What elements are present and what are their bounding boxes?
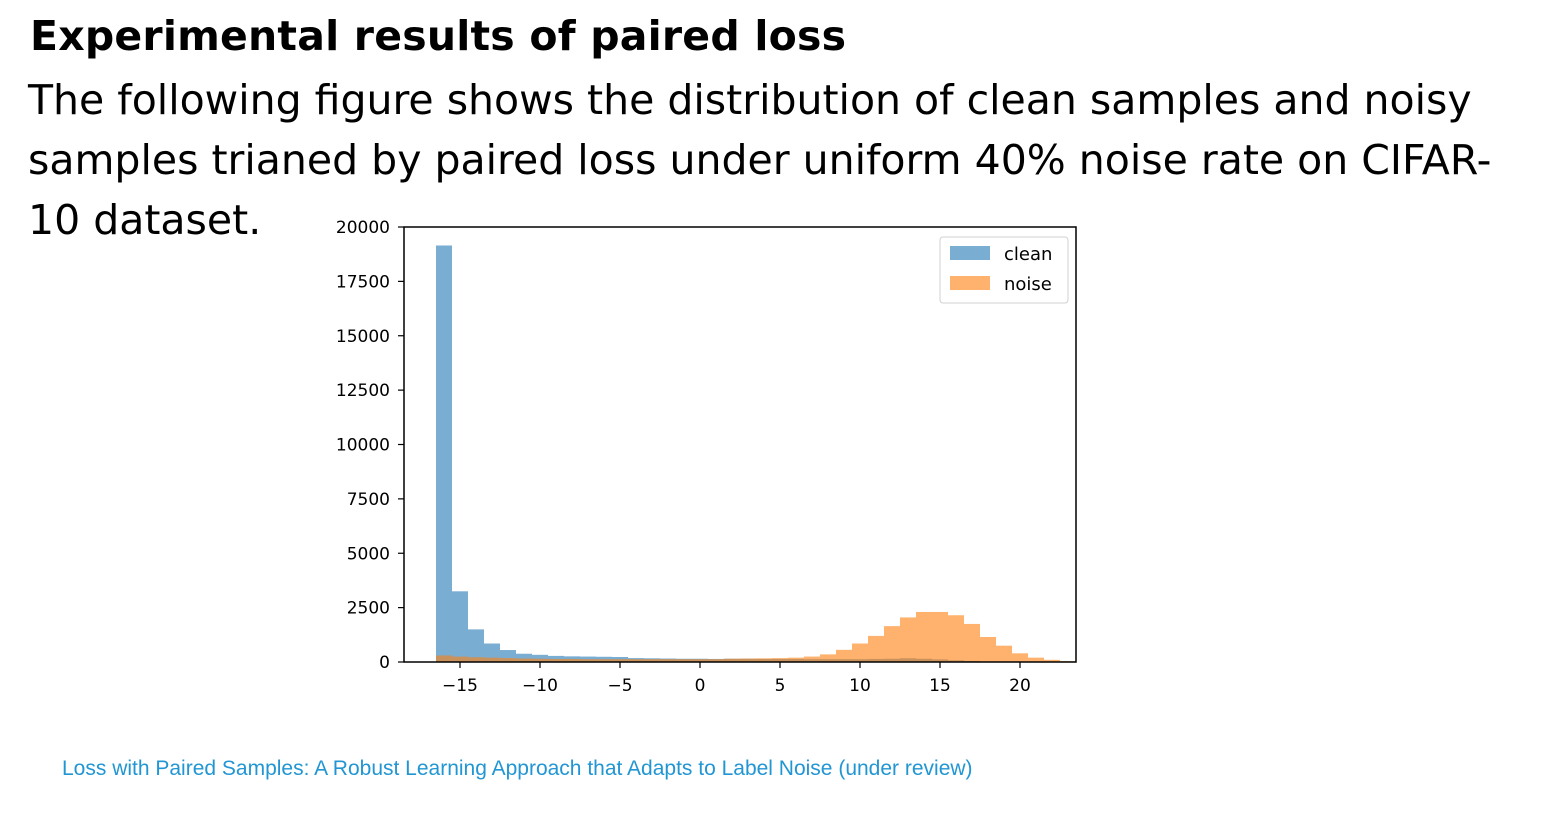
- noise-bar: [1044, 659, 1060, 662]
- noise-bar: [692, 659, 708, 662]
- y-tick-label: 0: [379, 653, 390, 673]
- noise-bar: [628, 659, 644, 662]
- noise-bar: [468, 657, 484, 662]
- noise-bar: [788, 657, 804, 662]
- noise-bar: [612, 659, 628, 662]
- clean-bar: [452, 591, 468, 662]
- y-tick-label: 15000: [336, 327, 390, 347]
- legend-label-noise: noise: [1004, 274, 1052, 295]
- noise-bar: [820, 654, 836, 662]
- noise-bar: [948, 615, 964, 662]
- y-axis: 0 2500 5000 7500 10000 12500 15000 17500 20000: [336, 218, 404, 673]
- noise-bar: [836, 649, 852, 662]
- y-tick-label: 7500: [347, 490, 390, 510]
- x-tick-label: 5: [775, 676, 786, 696]
- x-tick-label: −10: [522, 676, 558, 696]
- y-tick-label: 12500: [336, 381, 390, 401]
- legend: clean noise: [939, 236, 1069, 304]
- noise-bar: [596, 659, 612, 662]
- legend-swatch-noise: [950, 276, 990, 290]
- noise-bar: [1028, 657, 1044, 662]
- slide-body-text: The following figure shows the distribut…: [28, 76, 1492, 244]
- legend-swatch-clean: [950, 246, 990, 260]
- noise-bar: [452, 656, 468, 662]
- y-tick-label: 20000: [336, 218, 390, 238]
- noise-series-bars: [436, 611, 1076, 662]
- noise-bar: [772, 658, 788, 662]
- noise-bar: [932, 611, 948, 662]
- x-tick-label: 20: [1009, 676, 1031, 696]
- clean-bar: [548, 655, 564, 662]
- footer-citation: Loss with Paired Samples: A Robust Learn…: [62, 757, 973, 780]
- noise-bar: [1012, 653, 1028, 662]
- y-tick-label: 5000: [347, 544, 390, 564]
- clean-bar: [484, 643, 500, 662]
- noise-bar: [916, 611, 932, 662]
- clean-series-bars: [436, 245, 1060, 663]
- noise-bar: [564, 658, 580, 662]
- noise-bar: [676, 659, 692, 662]
- x-tick-label: 15: [929, 676, 951, 696]
- clean-bar: [500, 650, 516, 662]
- x-axis: −15 −10 −5 0 5 10 15 20: [442, 662, 1031, 696]
- noise-bar: [644, 659, 660, 662]
- legend-label-clean: clean: [1004, 244, 1052, 265]
- clean-bar: [436, 245, 452, 663]
- noise-bar: [708, 659, 724, 662]
- x-tick-label: −15: [442, 676, 478, 696]
- noise-bar: [532, 658, 548, 662]
- x-tick-label: 10: [849, 676, 871, 696]
- noise-bar: [884, 626, 900, 662]
- noise-bar: [724, 658, 740, 662]
- noise-bar: [900, 617, 916, 662]
- noise-bar: [996, 645, 1012, 662]
- noise-bar: [804, 656, 820, 662]
- y-tick-label: 2500: [347, 599, 390, 619]
- noise-bar: [756, 658, 772, 662]
- noise-bar: [852, 643, 868, 662]
- noise-bar: [980, 636, 996, 662]
- noise-bar: [660, 659, 676, 662]
- clean-bar: [532, 654, 548, 662]
- clean-bar: [468, 629, 484, 662]
- noise-bar: [868, 635, 884, 662]
- slide-title: Experimental results of paired loss: [30, 12, 847, 60]
- y-tick-label: 17500: [336, 272, 390, 292]
- noise-bar: [436, 655, 452, 662]
- x-tick-label: 0: [695, 676, 706, 696]
- noise-bar: [964, 623, 980, 662]
- noise-bar: [484, 657, 500, 662]
- noise-bar: [516, 658, 532, 662]
- x-tick-label: −5: [607, 676, 632, 696]
- y-tick-label: 10000: [336, 436, 390, 456]
- noise-bar: [500, 658, 516, 662]
- noise-bar: [548, 658, 564, 662]
- noise-bar: [740, 658, 756, 662]
- clean-bar: [516, 653, 532, 662]
- noise-bar: [580, 659, 596, 662]
